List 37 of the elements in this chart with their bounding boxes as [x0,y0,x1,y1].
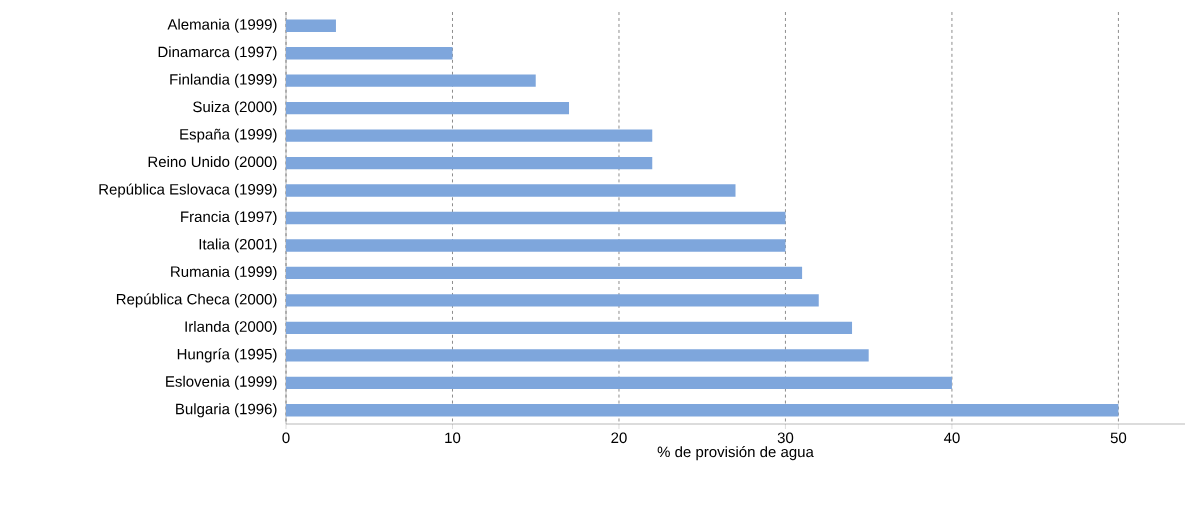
bar [286,266,803,280]
x-tick-label: 30 [777,432,794,444]
y-tick-label: Suiza (2000) [193,101,277,116]
bar [286,74,536,87]
bar [286,211,786,225]
y-tick-label: Rumania (1999) [171,265,277,280]
bar [286,404,1119,417]
y-tick-label: Dinamarca (1997) [158,46,277,61]
bar [286,19,336,32]
bar [286,349,869,362]
bar [286,101,570,115]
bar [286,239,786,252]
x-tick-label: 0 [282,432,290,444]
bar [286,376,952,389]
y-tick-label: Italia (2001) [199,238,277,253]
y-tick-label: República Checa (2000) [116,293,277,308]
y-tick-label: Bulgaria (1996) [176,403,277,418]
y-tick-label: República Eslovaca (1999) [99,183,277,198]
y-tick-label: Irlanda (2000) [185,320,277,335]
y-tick-label: Finlandia (1999) [170,73,277,88]
y-tick-label: Eslovenia (1999) [166,375,277,390]
bar [286,47,453,60]
x-tick-label: 10 [445,432,461,444]
x-axis-title: % de provisión de agua [657,445,814,461]
bar [286,156,653,170]
y-tick-label: Reino Unido (2000) [148,156,277,171]
bar [286,321,853,335]
x-tick-label: 40 [943,432,960,444]
y-tick-label: Alemania (1999) [167,18,277,33]
bar [286,129,653,142]
x-tick-label: 20 [611,432,627,444]
x-tick-label: 50 [1110,432,1127,444]
bar [286,184,736,197]
y-tick-label: Hungría (1995) [177,348,277,363]
y-tick-label: España (1999) [180,128,277,143]
y-tick-label: Francia (1997) [181,211,277,225]
bar [286,294,819,307]
